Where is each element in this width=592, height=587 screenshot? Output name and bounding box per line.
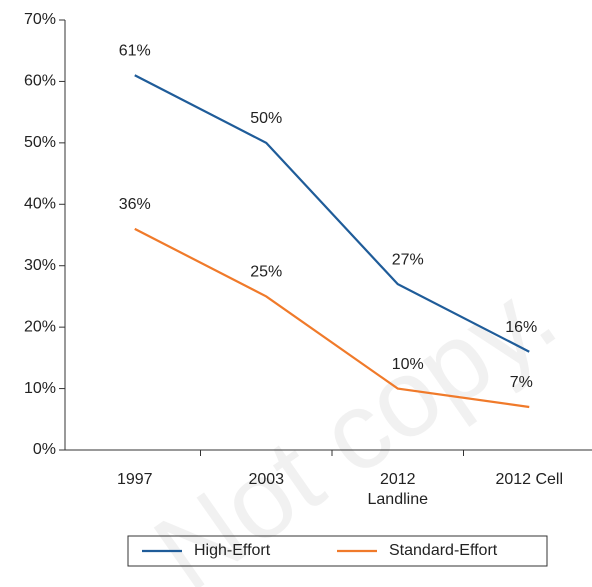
y-tick-label: 70%: [24, 11, 56, 28]
series-line: [134, 74, 530, 353]
y-tick-label: 30%: [24, 257, 56, 274]
data-label: 10%: [392, 356, 424, 373]
y-tick-label: 60%: [24, 73, 56, 90]
data-label: 50%: [250, 110, 282, 127]
x-tick-label: 2003: [248, 471, 284, 488]
data-label: 7%: [510, 374, 533, 391]
legend-box: [127, 535, 548, 567]
y-tick-label: 0%: [33, 441, 56, 458]
y-tick-label: 50%: [24, 134, 56, 151]
data-label: 27%: [392, 251, 424, 268]
data-label: 36%: [119, 196, 151, 213]
y-tick-label: 10%: [24, 380, 56, 397]
x-tick-label: 2012 Cell: [495, 471, 563, 488]
data-label: 61%: [119, 43, 151, 60]
watermark: Not copy.: [133, 252, 577, 587]
x-tick-label: 2012 Landline: [368, 471, 429, 508]
data-label: 16%: [505, 319, 537, 336]
legend-label: Standard-Effort: [389, 542, 498, 559]
y-tick-label: 40%: [24, 196, 56, 213]
data-label: 25%: [250, 264, 282, 281]
series-line: [134, 227, 530, 409]
x-tick-label: 1997: [117, 471, 153, 488]
legend-label: High-Effort: [194, 542, 271, 559]
y-tick-label: 20%: [24, 318, 56, 335]
